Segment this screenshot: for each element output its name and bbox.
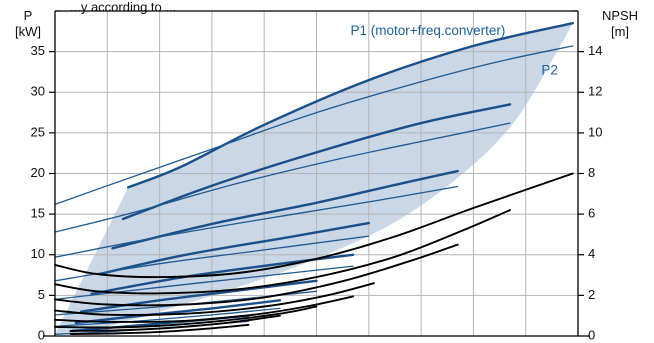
p1-curve <box>80 279 318 313</box>
curve-annotation: P2 <box>541 63 558 78</box>
npsh-curve <box>54 243 459 307</box>
p1-curve <box>126 22 574 189</box>
left-tick-label: 20 <box>31 165 45 180</box>
p1-curve <box>100 221 370 275</box>
right-tick-label: 4 <box>588 246 595 261</box>
right-tick-label: 10 <box>588 124 602 139</box>
npsh-curve <box>54 305 318 329</box>
series-lines <box>54 22 574 336</box>
p2-curve <box>54 307 281 327</box>
tick-labels: 0 5 10 15 20 25 30 35 0 2 4 6 8 10 12 14 <box>31 43 603 342</box>
left-axis-title-line1: P <box>24 8 33 23</box>
right-tick-label: 0 <box>588 327 595 342</box>
left-tick-label: 0 <box>38 327 45 342</box>
p2-curve <box>54 45 574 206</box>
npsh-curve <box>54 209 511 295</box>
annotations: P1 (motor+freq.converter) P2 <box>350 23 557 78</box>
left-tick-label: 10 <box>31 246 45 261</box>
npsh-curve <box>54 282 375 316</box>
p2-curve <box>54 185 459 258</box>
left-tick-label: 5 <box>38 287 45 302</box>
left-tick-label: 25 <box>31 124 45 139</box>
npsh-curve <box>54 295 355 323</box>
right-tick-label: 14 <box>588 43 602 58</box>
shaded-region <box>55 23 573 335</box>
npsh-curve <box>69 323 250 335</box>
p2-curve <box>54 265 354 301</box>
npsh-curve <box>54 172 574 279</box>
operating-range-area <box>55 23 573 335</box>
curve-annotation: P1 (motor+freq.converter) <box>350 23 505 38</box>
left-tick-label: 30 <box>31 84 45 99</box>
right-axis-title-line2: [m] <box>611 24 629 39</box>
top-note: ...y according to ... <box>70 0 176 15</box>
p1-curve <box>121 103 512 221</box>
grid <box>55 11 578 336</box>
axes <box>43 10 590 337</box>
left-tick-label: 15 <box>31 206 45 221</box>
left-axis-title-line2: [kW] <box>15 24 41 39</box>
left-tick-label: 35 <box>31 43 45 58</box>
right-axis-title-line1: NPSH <box>602 8 638 23</box>
p1-curve <box>111 169 459 250</box>
p2-curve <box>54 235 370 282</box>
p2-curve <box>54 122 511 233</box>
npsh-curve <box>69 314 281 332</box>
right-tick-label: 2 <box>588 287 595 302</box>
p1-curve <box>74 299 282 325</box>
right-tick-label: 8 <box>588 165 595 180</box>
right-tick-label: 12 <box>588 84 602 99</box>
right-tick-label: 6 <box>588 206 595 221</box>
